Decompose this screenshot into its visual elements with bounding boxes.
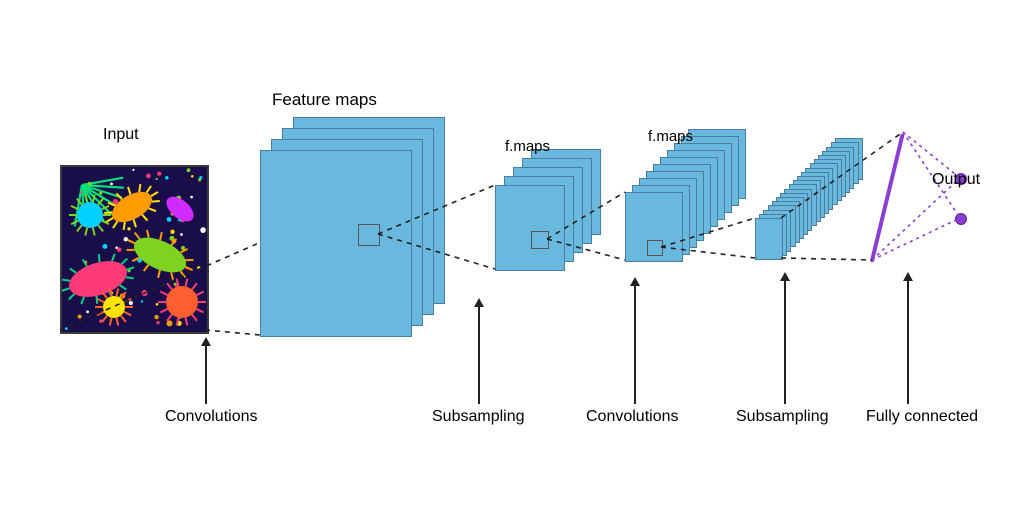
diagram-label: Convolutions <box>586 408 679 426</box>
diagram-label: Convolutions <box>165 408 258 426</box>
diagram-label: Subsampling <box>736 408 829 426</box>
label-arrow <box>907 280 909 404</box>
label-arrow <box>478 306 480 404</box>
diagram-label: Input <box>103 126 139 144</box>
label-arrow <box>634 285 636 404</box>
diagram-label: Fully connected <box>866 408 978 426</box>
diagram-label: f.maps <box>648 128 693 145</box>
diagram-label: Feature maps <box>272 90 377 110</box>
diagram-label: Subsampling <box>432 408 525 426</box>
diagram-label: f.maps <box>505 138 550 155</box>
label-arrow <box>205 345 207 404</box>
diagram-label: Output <box>932 171 980 189</box>
connection-lines <box>0 0 1024 512</box>
label-arrow <box>784 280 786 404</box>
